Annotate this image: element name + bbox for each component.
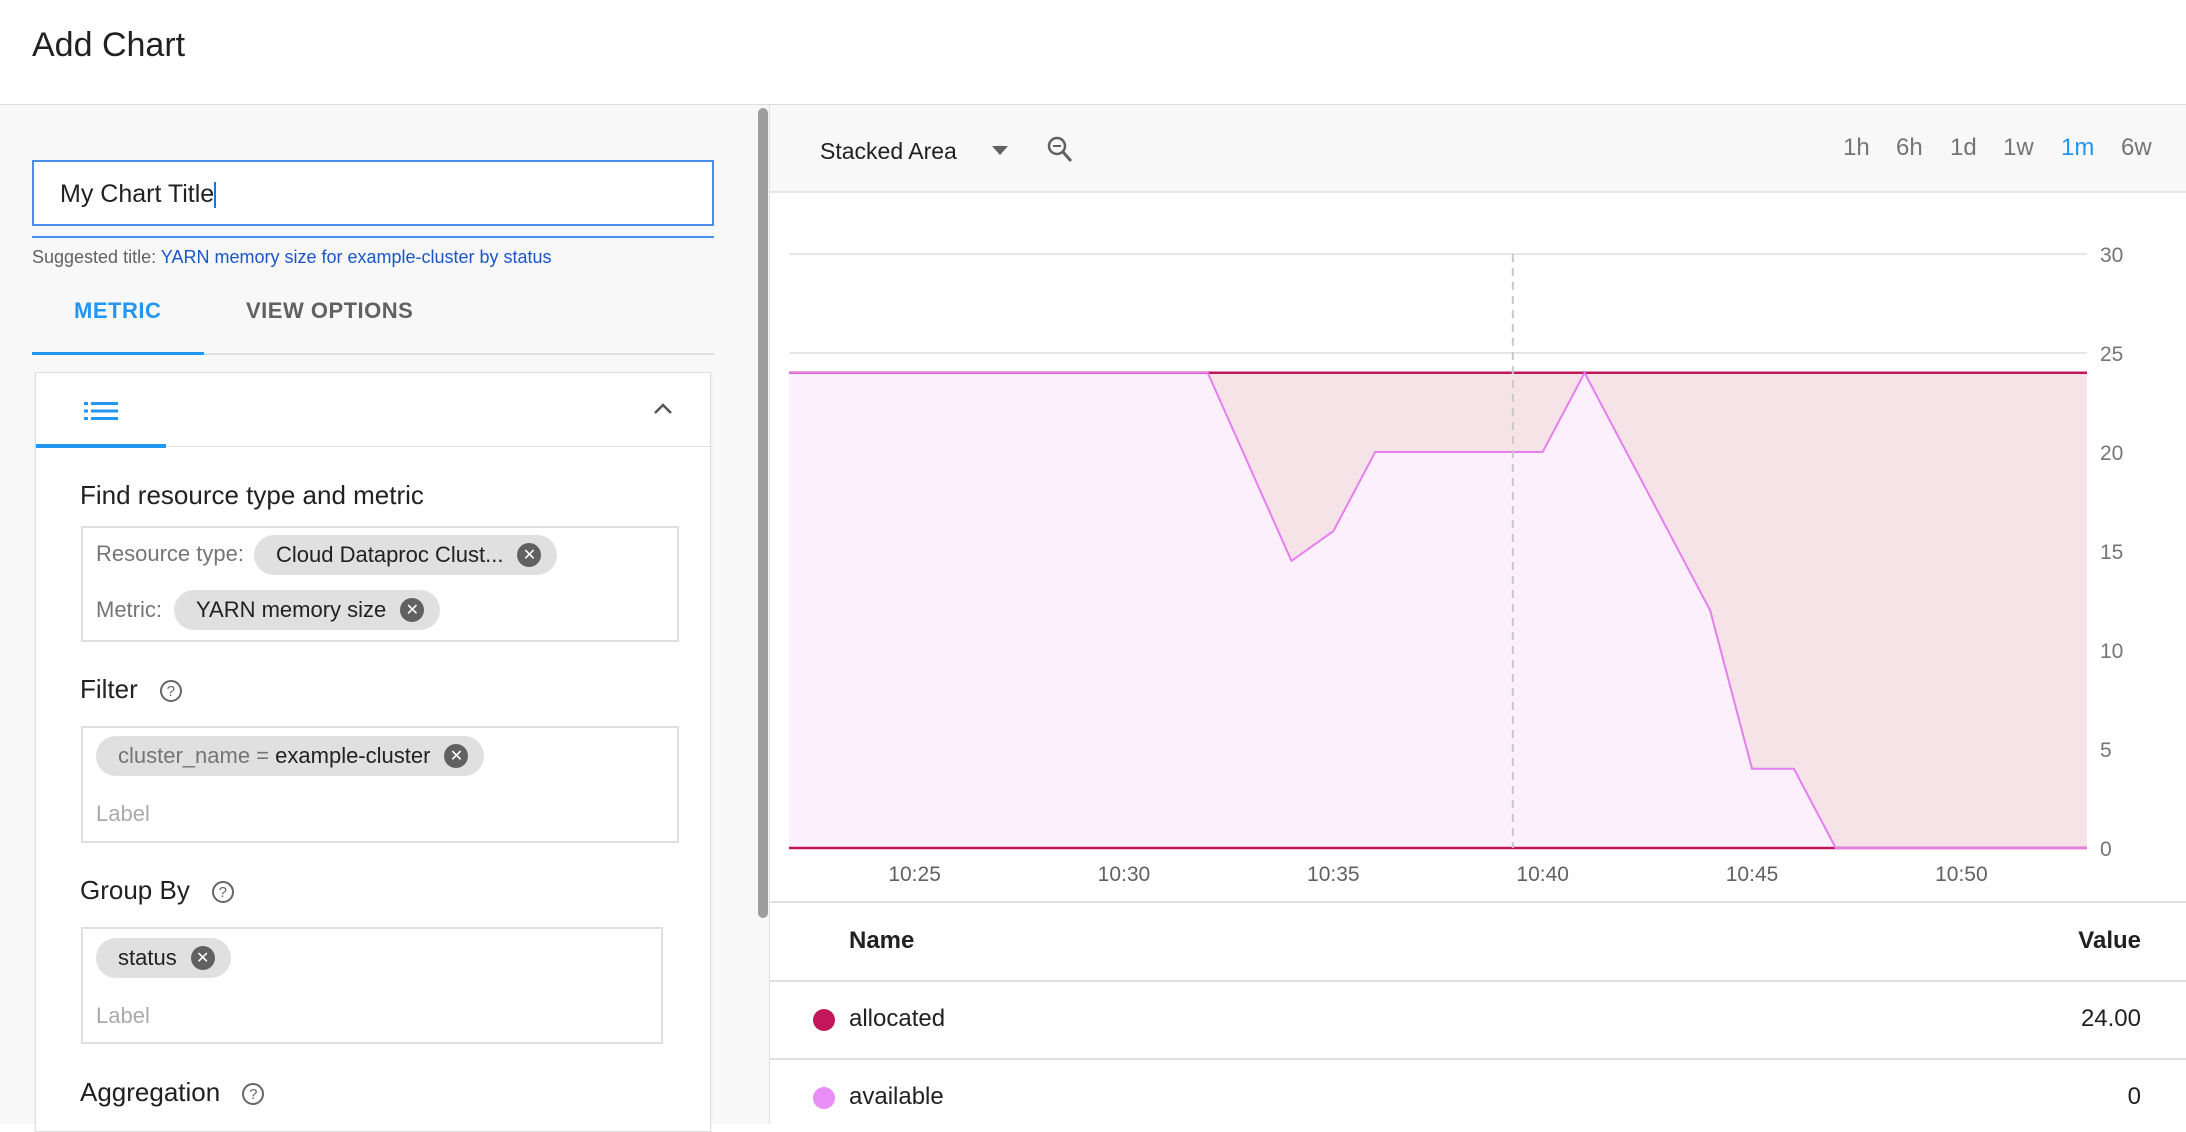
groupby-box[interactable] — [81, 927, 663, 1044]
range-1d[interactable]: 1d — [1950, 134, 1977, 161]
row-name-available: available — [849, 1083, 944, 1110]
resource-type-chip[interactable]: Cloud Dataproc Clust... ✕ — [254, 535, 558, 575]
range-1m[interactable]: 1m — [2061, 134, 2095, 161]
filter-chip[interactable]: cluster_name = example-cluster ✕ — [96, 736, 485, 776]
zoom-out-icon[interactable] — [1046, 135, 1074, 165]
input-underline — [32, 236, 714, 238]
y-tick-label: 25 — [2100, 343, 2123, 366]
row-value-allocated: 24.00 — [2080, 1005, 2141, 1032]
remove-icon[interactable]: ✕ — [444, 744, 469, 768]
resource-type-label: Resource type: — [96, 541, 244, 566]
row-name-allocated: allocated — [849, 1005, 946, 1032]
column-header-name[interactable]: Name — [849, 927, 915, 954]
stacked-area-chart[interactable]: 0 5 10 15 20 25 30 10:25 10:30 10:35 10:40 10:45 10:… — [770, 193, 2186, 901]
range-1h[interactable]: 1h — [1843, 134, 1870, 161]
filter-heading-text: Filter — [80, 674, 138, 704]
list-icon[interactable] — [84, 400, 118, 422]
aggregation-heading-text: Aggregation — [80, 1077, 221, 1107]
filter-label-input[interactable]: Label — [96, 801, 150, 826]
x-tick-label: 10:35 — [1307, 863, 1360, 886]
y-tick-label: 5 — [2100, 739, 2112, 762]
help-icon[interactable]: ? — [211, 881, 234, 904]
groupby-label-input[interactable]: Label — [96, 1003, 150, 1028]
row-value-available: 0 — [2127, 1083, 2141, 1110]
filter-key: cluster_name = — [118, 743, 270, 768]
tab-metric[interactable]: METRIC — [74, 298, 162, 323]
row-divider — [770, 1058, 2186, 1060]
filter-value: example-cluster — [275, 743, 431, 768]
legend-dot-available — [813, 1087, 835, 1109]
chart-type-select[interactable]: Stacked Area — [820, 138, 957, 164]
page-title: Add Chart — [32, 26, 186, 64]
x-tick-label: 10:40 — [1516, 863, 1569, 886]
tabs-divider — [32, 353, 714, 355]
remove-icon[interactable]: ✕ — [190, 946, 215, 970]
card-tab-indicator — [36, 444, 166, 448]
card-header-divider — [35, 446, 711, 447]
filter-heading: Filter? — [80, 674, 182, 705]
x-tick-label: 10:45 — [1726, 863, 1779, 886]
y-tick-label: 30 — [2100, 244, 2123, 267]
y-tick-label: 0 — [2100, 838, 2112, 861]
metric-label: Metric: — [96, 597, 162, 622]
y-tick-label: 10 — [2100, 640, 2123, 663]
groupby-heading: Group By? — [80, 875, 234, 906]
range-6h[interactable]: 6h — [1896, 134, 1923, 161]
y-tick-label: 15 — [2100, 541, 2123, 564]
x-tick-label: 10:50 — [1935, 863, 1988, 886]
y-tick-label: 20 — [2100, 442, 2123, 465]
remove-icon[interactable]: ✕ — [517, 543, 542, 567]
find-heading: Find resource type and metric — [80, 480, 424, 510]
help-icon[interactable]: ? — [159, 680, 182, 703]
column-header-value[interactable]: Value — [2078, 927, 2141, 954]
table-divider — [770, 901, 2186, 903]
tab-view-options[interactable]: VIEW OPTIONS — [246, 298, 414, 323]
editor-scrollbar[interactable] — [758, 108, 768, 918]
row-divider — [770, 980, 2186, 982]
chart-title-value: My Chart Title — [60, 180, 215, 208]
range-6w[interactable]: 6w — [2121, 134, 2152, 161]
chart-title-input[interactable]: My Chart Title — [32, 160, 714, 226]
suggested-title-link[interactable]: YARN memory size for example-cluster by … — [160, 247, 552, 267]
text-caret — [214, 182, 217, 209]
chevron-up-icon[interactable] — [652, 402, 674, 416]
page-header: Add Chart — [0, 0, 2186, 105]
area-available — [789, 372, 2087, 848]
suggested-title: Suggested title: YARN memory size for ex… — [32, 247, 552, 268]
groupby-chip[interactable]: status ✕ — [96, 938, 231, 978]
remove-icon[interactable]: ✕ — [400, 598, 425, 622]
x-tick-label: 10:30 — [1098, 863, 1151, 886]
suggested-title-label: Suggested title: — [32, 247, 157, 267]
line-available — [789, 370, 2087, 849]
legend-dot-allocated — [813, 1009, 835, 1031]
help-icon[interactable]: ? — [242, 1083, 265, 1106]
groupby-heading-text: Group By — [80, 875, 190, 905]
metric-chip[interactable]: YARN memory size ✕ — [174, 590, 441, 630]
area-allocated — [789, 372, 2087, 848]
resource-type-value: Cloud Dataproc Clust... — [276, 542, 504, 567]
dropdown-arrow-icon[interactable] — [992, 146, 1008, 155]
aggregation-heading: Aggregation? — [80, 1077, 265, 1108]
range-1w[interactable]: 1w — [2003, 134, 2034, 161]
groupby-value: status — [118, 945, 177, 970]
active-tab-indicator — [32, 352, 204, 355]
x-tick-label: 10:25 — [888, 863, 941, 886]
metric-value: YARN memory size — [196, 597, 387, 622]
